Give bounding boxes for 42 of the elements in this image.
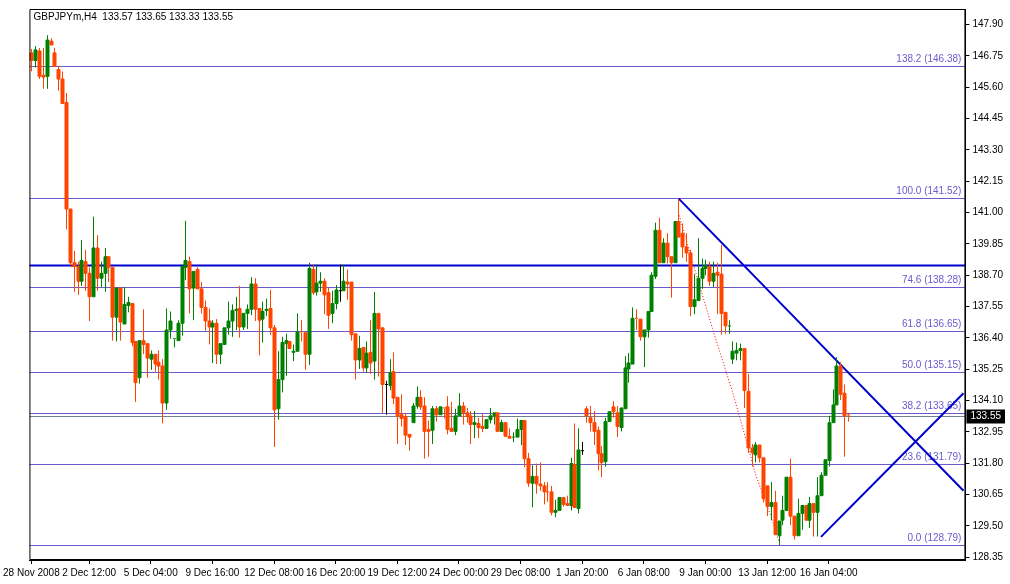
y-tick-label: 142.15: [972, 174, 1004, 186]
ref-line-label: 0.0 (128.79): [907, 532, 962, 544]
x-tick-label: 13 Jan 12:00: [738, 566, 797, 578]
x-tick-label: 9 Dec 16:00: [185, 566, 240, 578]
y-tick-label: 128.35: [972, 551, 1004, 563]
y-tick-label: 134.10: [972, 394, 1004, 406]
y-tick-label: 131.80: [972, 457, 1004, 469]
chart-title: GBPJPYm,H4 133.57 133.65 133.33 133.55: [33, 10, 234, 22]
ref-line-label: 100.0 (141.52): [896, 185, 962, 197]
y-tick-label: 129.50: [972, 519, 1004, 531]
ref-line-label: 61.8 (136.65): [901, 318, 962, 330]
y-tick-label: 145.60: [972, 80, 1004, 92]
ref-line-label: 138.2 (146.38): [896, 53, 962, 65]
line-series: [677, 212, 780, 542]
x-tick-label: 6 Jan 08:00: [617, 566, 671, 578]
y-tick-label: 146.75: [972, 49, 1004, 61]
y-tick-label: 138.70: [972, 268, 1004, 280]
x-tick-label: 19 Dec 12:00: [367, 566, 428, 578]
ref-line-label: 74.6 (138.28): [901, 274, 962, 286]
x-tick-label: 2 Dec 12:00: [62, 566, 117, 578]
x-tick-label: 12 Dec 08:00: [244, 566, 305, 578]
x-tick-label: 16 Jan 04:00: [799, 566, 859, 578]
y-tick-label: 132.95: [972, 425, 1004, 437]
x-tick-label: 9 Jan 00:00: [679, 566, 732, 578]
y-tick-label: 135.25: [972, 363, 1004, 374]
y-tick-label: 147.90: [972, 18, 1004, 30]
x-tick-label: 29 Dec 08:00: [490, 566, 551, 578]
x-tick-label: 16 Dec 20:00: [305, 566, 366, 578]
y-tick-label: 136.40: [972, 331, 1004, 343]
x-tick-label: 24 Dec 00:00: [429, 566, 490, 578]
ref-line-label: 50.0 (135.15): [901, 359, 962, 371]
y-tick-label: 139.85: [972, 237, 1004, 249]
x-tick-label: 1 Jan 20:00: [556, 566, 609, 578]
y-tick-label: 130.65: [972, 488, 1004, 500]
candlestick: [580, 441, 585, 456]
ref-line-label: 133.55: [970, 410, 1002, 422]
y-tick-label: 137.55: [972, 300, 1004, 312]
y-tick-label: 143.30: [972, 143, 1004, 155]
x-tick-label: 5 Dec 04:00: [123, 566, 179, 578]
y-tick-label: 141.00: [972, 206, 1004, 218]
y-tick-label: 144.45: [972, 112, 1004, 124]
x-tick-label: 28 Nov 2008: [3, 566, 61, 578]
